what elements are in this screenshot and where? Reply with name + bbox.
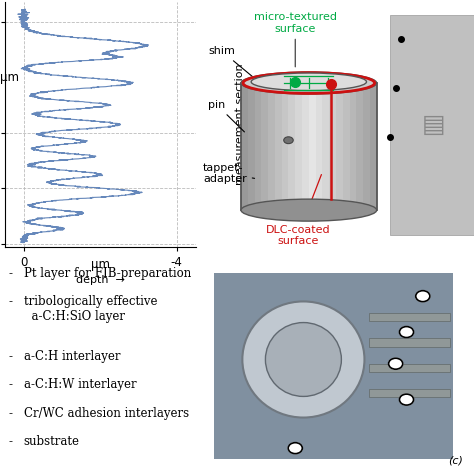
Text: tribologically effective
  a-C:H:SiO layer: tribologically effective a-C:H:SiO layer	[24, 295, 157, 323]
Text: (c): (c)	[448, 455, 464, 465]
Ellipse shape	[284, 137, 293, 144]
Text: -: -	[9, 436, 16, 448]
Bar	[255, 83, 261, 210]
Text: -: -	[9, 350, 16, 363]
Bar	[241, 83, 248, 210]
Bar	[336, 83, 343, 210]
Circle shape	[400, 327, 414, 337]
Text: Pt layer for FIB-preparation: Pt layer for FIB-preparation	[24, 266, 191, 280]
Text: pin: pin	[209, 100, 245, 132]
Text: micro-textured
surface: micro-textured surface	[254, 12, 337, 67]
Bar	[390, 15, 474, 235]
Ellipse shape	[241, 199, 377, 221]
Bar	[289, 83, 295, 210]
Bar	[349, 83, 356, 210]
Bar	[316, 83, 322, 210]
Circle shape	[416, 291, 430, 301]
Bar	[282, 83, 289, 210]
Text: Cr/WC adhesion interlayers: Cr/WC adhesion interlayers	[24, 407, 189, 420]
Text: a-C:H interlayer: a-C:H interlayer	[24, 350, 120, 363]
Bar	[275, 83, 282, 210]
Text: a-C:H:W interlayer: a-C:H:W interlayer	[24, 379, 137, 392]
Bar	[368, 389, 450, 398]
Bar	[248, 83, 255, 210]
Text: substrate: substrate	[24, 436, 80, 448]
Bar	[356, 83, 363, 210]
Circle shape	[288, 443, 302, 454]
Text: -: -	[9, 379, 16, 392]
Text: depth  →: depth →	[76, 274, 125, 284]
Circle shape	[389, 358, 403, 369]
Text: -: -	[9, 295, 16, 308]
Text: μm: μm	[91, 258, 109, 272]
Bar	[241, 83, 377, 210]
Text: -: -	[9, 407, 16, 420]
Bar	[214, 273, 453, 459]
Bar	[370, 83, 377, 210]
Bar	[295, 83, 302, 210]
Bar	[368, 313, 450, 321]
Text: μm: μm	[0, 71, 19, 84]
Bar	[268, 83, 275, 210]
Bar	[343, 83, 349, 210]
Circle shape	[400, 394, 414, 405]
Text: ▤: ▤	[422, 113, 446, 137]
Y-axis label: measurement section: measurement section	[235, 64, 245, 185]
Bar	[261, 83, 268, 210]
Bar	[368, 364, 450, 372]
Ellipse shape	[265, 322, 341, 396]
Ellipse shape	[241, 72, 377, 94]
Bar	[368, 338, 450, 347]
Text: -: -	[9, 266, 16, 280]
Text: DLC-coated
surface: DLC-coated surface	[265, 174, 330, 246]
Bar	[302, 83, 309, 210]
Bar	[329, 83, 336, 210]
Bar	[322, 83, 329, 210]
Text: shim: shim	[209, 46, 255, 79]
Bar	[363, 83, 370, 210]
Bar	[309, 83, 316, 210]
Ellipse shape	[251, 73, 366, 91]
Ellipse shape	[242, 301, 365, 418]
Text: tappet-
adapter: tappet- adapter	[203, 163, 255, 184]
